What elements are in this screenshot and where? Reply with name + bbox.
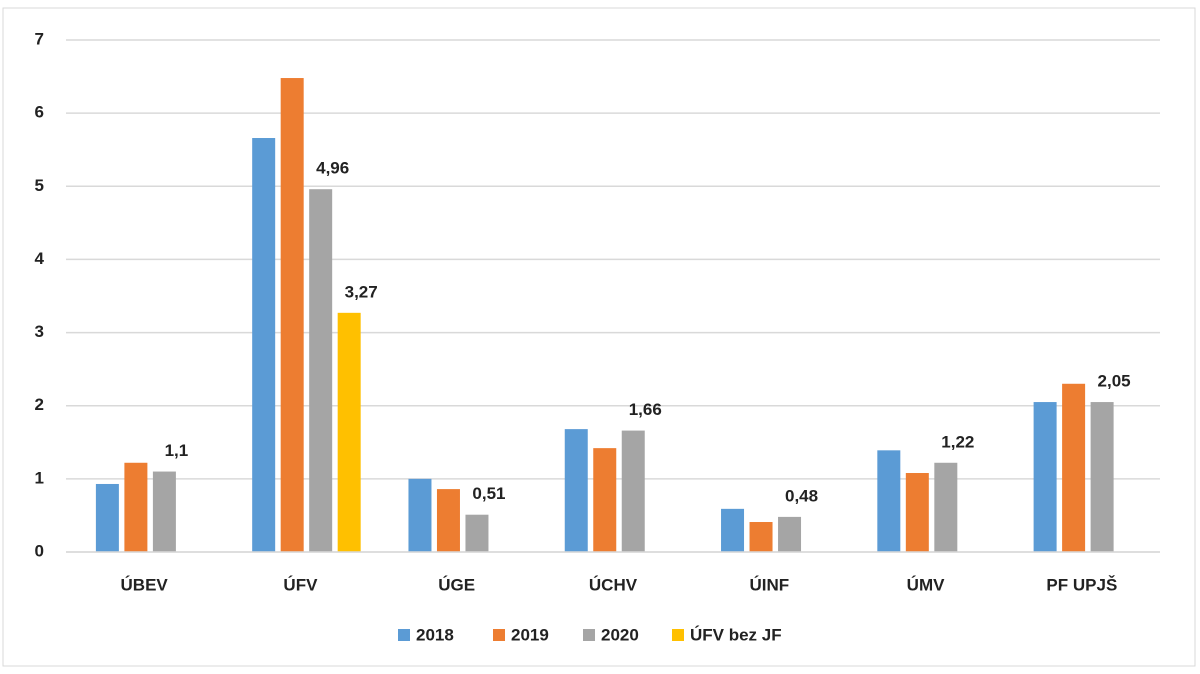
bar <box>877 450 901 552</box>
bar <box>749 522 773 552</box>
chart-frame <box>2 7 1196 667</box>
legend-swatch <box>493 629 505 641</box>
x-tick-label: ÚCHV <box>589 575 638 594</box>
x-tick-label: ÚBEV <box>121 575 169 594</box>
legend-swatch <box>672 629 684 641</box>
data-label: 0,48 <box>785 486 818 505</box>
x-tick-label: PF UPJŠ <box>1046 575 1117 594</box>
bar <box>593 448 617 552</box>
bar <box>1090 402 1114 552</box>
bar <box>465 514 489 552</box>
bar <box>905 473 929 552</box>
bar <box>934 462 958 552</box>
legend-swatch <box>398 629 410 641</box>
bar <box>95 483 119 552</box>
x-tick-label: ÚFV <box>283 575 318 594</box>
bar <box>1062 383 1086 552</box>
x-tick-label: ÚINF <box>749 575 789 594</box>
x-tick-label: ÚMV <box>907 575 945 594</box>
bar <box>280 78 304 552</box>
y-tick-label: 7 <box>35 29 44 48</box>
data-label: 0,51 <box>472 484 505 503</box>
y-tick-label: 5 <box>35 176 44 195</box>
y-tick-label: 2 <box>35 395 44 414</box>
bar <box>309 189 333 552</box>
data-label: 1,66 <box>629 400 662 419</box>
bar <box>124 462 148 552</box>
bar <box>564 429 588 552</box>
data-label: 1,22 <box>941 432 974 451</box>
y-tick-label: 4 <box>35 249 45 268</box>
legend-label: ÚFV bez JF <box>690 625 782 644</box>
y-tick-label: 1 <box>35 468 44 487</box>
bar <box>152 471 176 552</box>
legend-swatch <box>583 629 595 641</box>
bar <box>778 516 802 552</box>
bar <box>1033 402 1057 552</box>
bar <box>337 312 361 552</box>
data-label: 4,96 <box>316 159 349 178</box>
y-tick-label: 6 <box>35 103 44 122</box>
legend-label: 2020 <box>601 625 639 644</box>
data-label: 2,05 <box>1098 372 1131 391</box>
x-tick-label: ÚGE <box>438 575 475 594</box>
y-tick-label: 3 <box>35 322 44 341</box>
legend-label: 2019 <box>511 625 549 644</box>
legend-label: 2018 <box>416 625 454 644</box>
bar <box>252 138 276 553</box>
y-tick-label: 0 <box>35 541 44 560</box>
data-label: 1,1 <box>165 441 189 460</box>
bar <box>436 489 460 552</box>
bar <box>408 478 432 552</box>
bar <box>621 430 645 552</box>
bar <box>721 508 745 552</box>
data-label: 3,27 <box>345 282 378 301</box>
